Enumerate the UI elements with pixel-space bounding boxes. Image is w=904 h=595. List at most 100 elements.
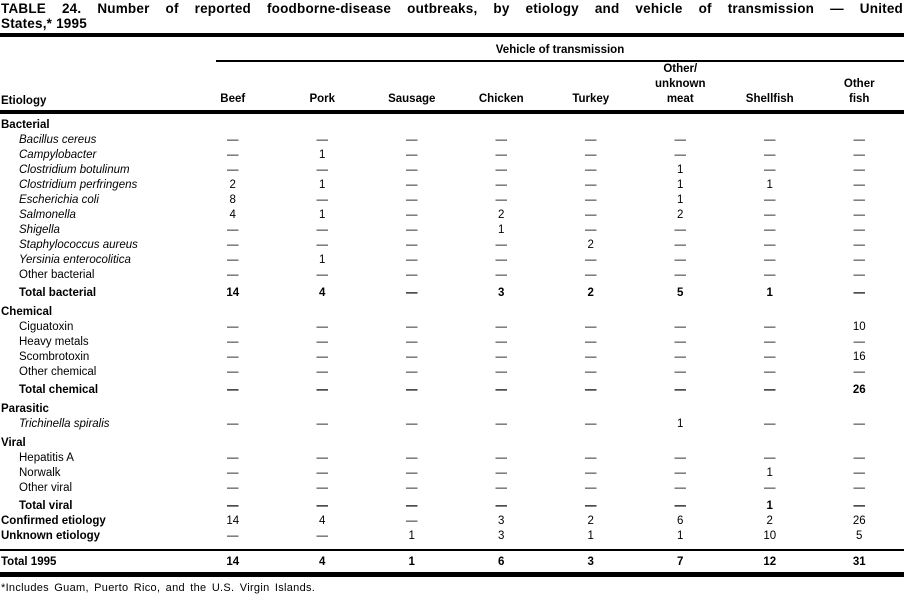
data-cell: 2 (457, 208, 547, 223)
data-cell: 1 (546, 529, 636, 544)
data-cell: — (188, 499, 278, 514)
data-cell: — (278, 529, 368, 544)
data-cell: 3 (546, 555, 636, 570)
data-cell: — (278, 417, 368, 432)
data-cell: — (278, 320, 368, 335)
table-row: Clostridium botulinum—————1—— (0, 163, 904, 178)
data-cell: — (278, 193, 368, 208)
row-label: Total 1995 (0, 555, 188, 570)
data-cell: — (367, 335, 457, 350)
row-label: Heavy metals (0, 335, 188, 350)
title-rule (0, 33, 904, 37)
data-cell: — (546, 223, 636, 238)
data-cell: — (725, 383, 815, 398)
data-cell: 5 (815, 529, 904, 544)
data-cell: — (188, 253, 278, 268)
data-cell: 6 (636, 514, 726, 529)
data-cell: — (367, 148, 457, 163)
data-cell: — (815, 286, 904, 301)
data-cell: 26 (815, 383, 904, 398)
row-label: Yersinia enterocolitica (0, 253, 188, 268)
column-header: Shellfish (725, 92, 815, 110)
data-cell: — (636, 268, 726, 283)
data-cell (815, 305, 904, 320)
data-cell (725, 402, 815, 417)
data-cell: — (457, 193, 547, 208)
data-cell: 2 (546, 238, 636, 253)
row-label: Clostridium botulinum (0, 163, 188, 178)
data-cell: — (457, 253, 547, 268)
row-label: Unknown etiology (0, 529, 188, 544)
data-cell: — (367, 365, 457, 380)
table-row: Bacillus cereus———————— (0, 133, 904, 148)
table-row: Other chemical———————— (0, 365, 904, 380)
data-cell: — (815, 163, 904, 178)
data-cell: 4 (278, 286, 368, 301)
row-label: Bacillus cereus (0, 133, 188, 148)
data-cell: — (278, 451, 368, 466)
data-cell: 10 (815, 320, 904, 335)
data-cell: — (815, 499, 904, 514)
data-cell: — (367, 193, 457, 208)
data-cell: — (815, 417, 904, 432)
data-cell: — (815, 208, 904, 223)
row-label: Staphylococcus aureus (0, 238, 188, 253)
data-cell: — (725, 320, 815, 335)
data-cell: — (367, 286, 457, 301)
data-cell: — (367, 350, 457, 365)
data-cell: — (636, 133, 726, 148)
data-cell: — (188, 350, 278, 365)
data-cell: — (546, 350, 636, 365)
data-cell: — (367, 253, 457, 268)
data-cell: — (725, 268, 815, 283)
row-label: Campylobacter (0, 148, 188, 163)
data-cell: 1 (725, 499, 815, 514)
data-cell: — (278, 466, 368, 481)
data-cell: 14 (188, 514, 278, 529)
data-cell: — (188, 383, 278, 398)
data-cell (278, 118, 368, 133)
table-row: Heavy metals———————— (0, 335, 904, 350)
row-label: Norwalk (0, 466, 188, 481)
data-cell: — (188, 320, 278, 335)
data-cell: — (457, 383, 547, 398)
column-header: Chicken (457, 92, 547, 110)
data-cell: 2 (636, 208, 726, 223)
table-row: Other bacterial———————— (0, 268, 904, 283)
data-cell: — (725, 223, 815, 238)
data-cell: — (278, 238, 368, 253)
data-cell: — (546, 268, 636, 283)
data-cell (636, 118, 726, 133)
data-cell: 14 (188, 286, 278, 301)
data-cell: — (815, 268, 904, 283)
table-row: Hepatitis A———————— (0, 451, 904, 466)
data-cell (457, 305, 547, 320)
title-line-1: TABLE 24. Number of reported foodborne-d… (1, 1, 903, 16)
data-cell: 1 (278, 208, 368, 223)
data-cell (278, 402, 368, 417)
data-cell (457, 402, 547, 417)
data-cell: — (457, 178, 547, 193)
data-cell: — (546, 481, 636, 496)
table-row: Shigella———1———— (0, 223, 904, 238)
data-cell: — (636, 466, 726, 481)
data-cell: — (546, 466, 636, 481)
column-header: Turkey (546, 92, 636, 110)
data-cell: — (815, 178, 904, 193)
row-label: Bacterial (0, 118, 188, 133)
data-cell: — (188, 466, 278, 481)
data-cell (457, 118, 547, 133)
data-cell: — (636, 320, 726, 335)
data-cell: — (367, 163, 457, 178)
data-cell: — (546, 133, 636, 148)
data-cell (457, 436, 547, 451)
row-label: Confirmed etiology (0, 514, 188, 529)
data-cell: — (636, 148, 726, 163)
data-cell: 4 (188, 208, 278, 223)
data-cell: — (815, 133, 904, 148)
row-label: Ciguatoxin (0, 320, 188, 335)
row-label: Total chemical (0, 383, 188, 398)
